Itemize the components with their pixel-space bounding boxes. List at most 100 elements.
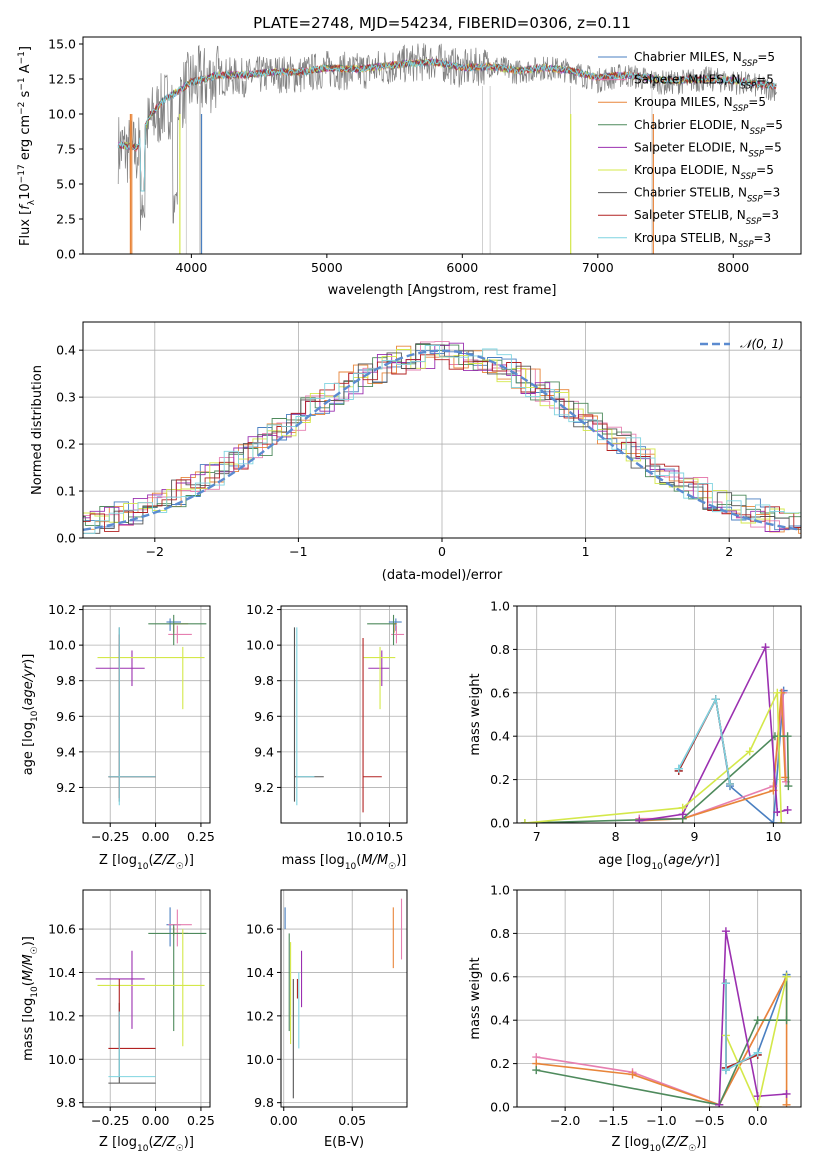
x-axis-label: age [log10(age/yr)]	[598, 853, 720, 872]
plot-content-3	[293, 614, 405, 813]
weight-marker	[782, 972, 791, 981]
y-tick-label: 0.4	[490, 729, 510, 744]
y-tick-label: 0.6	[490, 685, 510, 700]
plot-area	[517, 890, 801, 1107]
axes-0	[83, 37, 801, 254]
x-axis-label: E(B-V)	[324, 1135, 364, 1150]
plot-content-7	[532, 927, 791, 1107]
x-axis-label: Z [log10(Z/Z☉)]	[612, 1135, 707, 1154]
y-tick-label: 9.8	[254, 673, 274, 688]
axes-frame	[516, 605, 802, 824]
x-axis-label: (data-model)/error	[382, 568, 503, 583]
axes-4	[517, 605, 801, 824]
y-tick-label: 9.6	[254, 709, 274, 724]
error-bar-point	[97, 929, 205, 1047]
axes-2	[83, 606, 210, 823]
y-tick-label: 9.4	[56, 744, 76, 759]
y-axis-label: age [log10(age/yr)]	[21, 654, 40, 776]
weight-series	[715, 927, 791, 1107]
weight-marker	[753, 1016, 762, 1025]
axes-frame	[280, 605, 408, 824]
plot-area	[281, 890, 407, 1107]
y-tick-label: 0.2	[490, 772, 510, 787]
legend-label: Kroupa ELODIE, NSSP=5	[634, 163, 774, 182]
axes-1	[83, 322, 801, 539]
error-bar-point	[95, 950, 145, 1029]
y-tick-label: 0.0	[56, 247, 76, 262]
weight-marker	[532, 1066, 541, 1075]
x-tick-label: −1.5	[598, 1113, 628, 1128]
weight-marker	[721, 979, 730, 988]
plot-area	[83, 37, 801, 254]
error-bar-point	[95, 650, 145, 687]
weight-marker	[777, 819, 786, 823]
error-bar-point	[97, 646, 205, 710]
x-tick-label: 0	[438, 544, 446, 559]
y-tick-label: 10.0	[48, 1052, 76, 1067]
weight-marker	[769, 819, 778, 823]
x-axis-label: Z [log10(Z/Z☉)]	[99, 853, 194, 872]
normal-curve	[83, 349, 801, 531]
weight-marker	[745, 747, 754, 756]
axes-5	[83, 890, 210, 1107]
axes-frame	[82, 605, 211, 824]
x-tick-label: 7	[533, 829, 541, 844]
x-axis-label: mass [log10(M/M☉)]	[282, 853, 407, 872]
y-tick-label: 9.8	[56, 673, 76, 688]
y-tick-label: 0.2	[490, 1056, 510, 1071]
observed-spectrum	[117, 43, 777, 231]
model-spectrum-line	[117, 57, 777, 192]
legend: Chabrier MILES, NSSP=5 Salpeter MILES, NS…	[598, 50, 783, 250]
plot-content-0	[117, 43, 777, 254]
axes-frame	[516, 889, 802, 1108]
x-tick-label: −0.25	[91, 1113, 129, 1128]
axes-frame	[280, 889, 408, 1108]
axes-6	[281, 890, 407, 1107]
x-tick-label: 8000	[717, 260, 749, 275]
x-tick-label: 10	[765, 829, 781, 844]
weight-marker	[721, 927, 730, 936]
x-tick-label: 10.0	[346, 829, 374, 844]
y-tick-label: 9.2	[56, 780, 76, 795]
weight-marker	[782, 1089, 791, 1098]
plot-content-5	[95, 907, 207, 1084]
plot-area	[83, 890, 210, 1107]
plot-content-4	[520, 643, 793, 823]
x-tick-label: 0.25	[187, 829, 215, 844]
weight-marker	[726, 779, 734, 788]
residual-histogram	[83, 344, 801, 534]
x-tick-label: −1.0	[646, 1113, 676, 1128]
y-tick-label: 9.4	[254, 744, 274, 759]
weight-marker	[761, 643, 770, 652]
residual-histogram	[83, 354, 801, 532]
weight-series	[674, 695, 734, 788]
axes-frame	[82, 889, 211, 1108]
error-bar-point	[388, 618, 402, 631]
x-axis-label: Z [log10(Z/Z☉)]	[99, 1135, 194, 1154]
error-bar-point	[368, 650, 390, 687]
chart-title: PLATE=2748, MJD=54234, FIBERID=0306, z=0…	[253, 14, 631, 32]
weight-marker	[715, 1100, 724, 1107]
y-tick-label: 0.8	[490, 926, 510, 941]
plot-area	[517, 606, 801, 823]
axes-3	[281, 606, 407, 823]
y-tick-label: 0.4	[56, 343, 76, 358]
y-tick-label: 0.0	[490, 1100, 510, 1115]
y-tick-label: 0.0	[490, 816, 510, 831]
plot-area	[281, 606, 407, 823]
legend-label: Chabrier MILES, NSSP=5	[634, 50, 775, 69]
y-tick-label: 0.3	[56, 390, 76, 405]
error-bar-point	[168, 909, 192, 947]
plot-content-6	[284, 898, 403, 1099]
weight-marker	[784, 782, 793, 791]
weight-series	[520, 732, 793, 823]
y-tick-label: 10.0	[48, 107, 76, 122]
y-tick-label: 1.0	[490, 599, 510, 614]
weight-line	[718, 931, 787, 1105]
x-tick-label: 0.25	[187, 1113, 215, 1128]
axes-frame	[82, 321, 802, 539]
weight-marker	[678, 803, 687, 812]
legend-label: Salpeter ELODIE, NSSP=5	[634, 140, 782, 159]
y-axis-label: mass weight	[468, 673, 483, 755]
error-bar-point	[296, 627, 315, 806]
